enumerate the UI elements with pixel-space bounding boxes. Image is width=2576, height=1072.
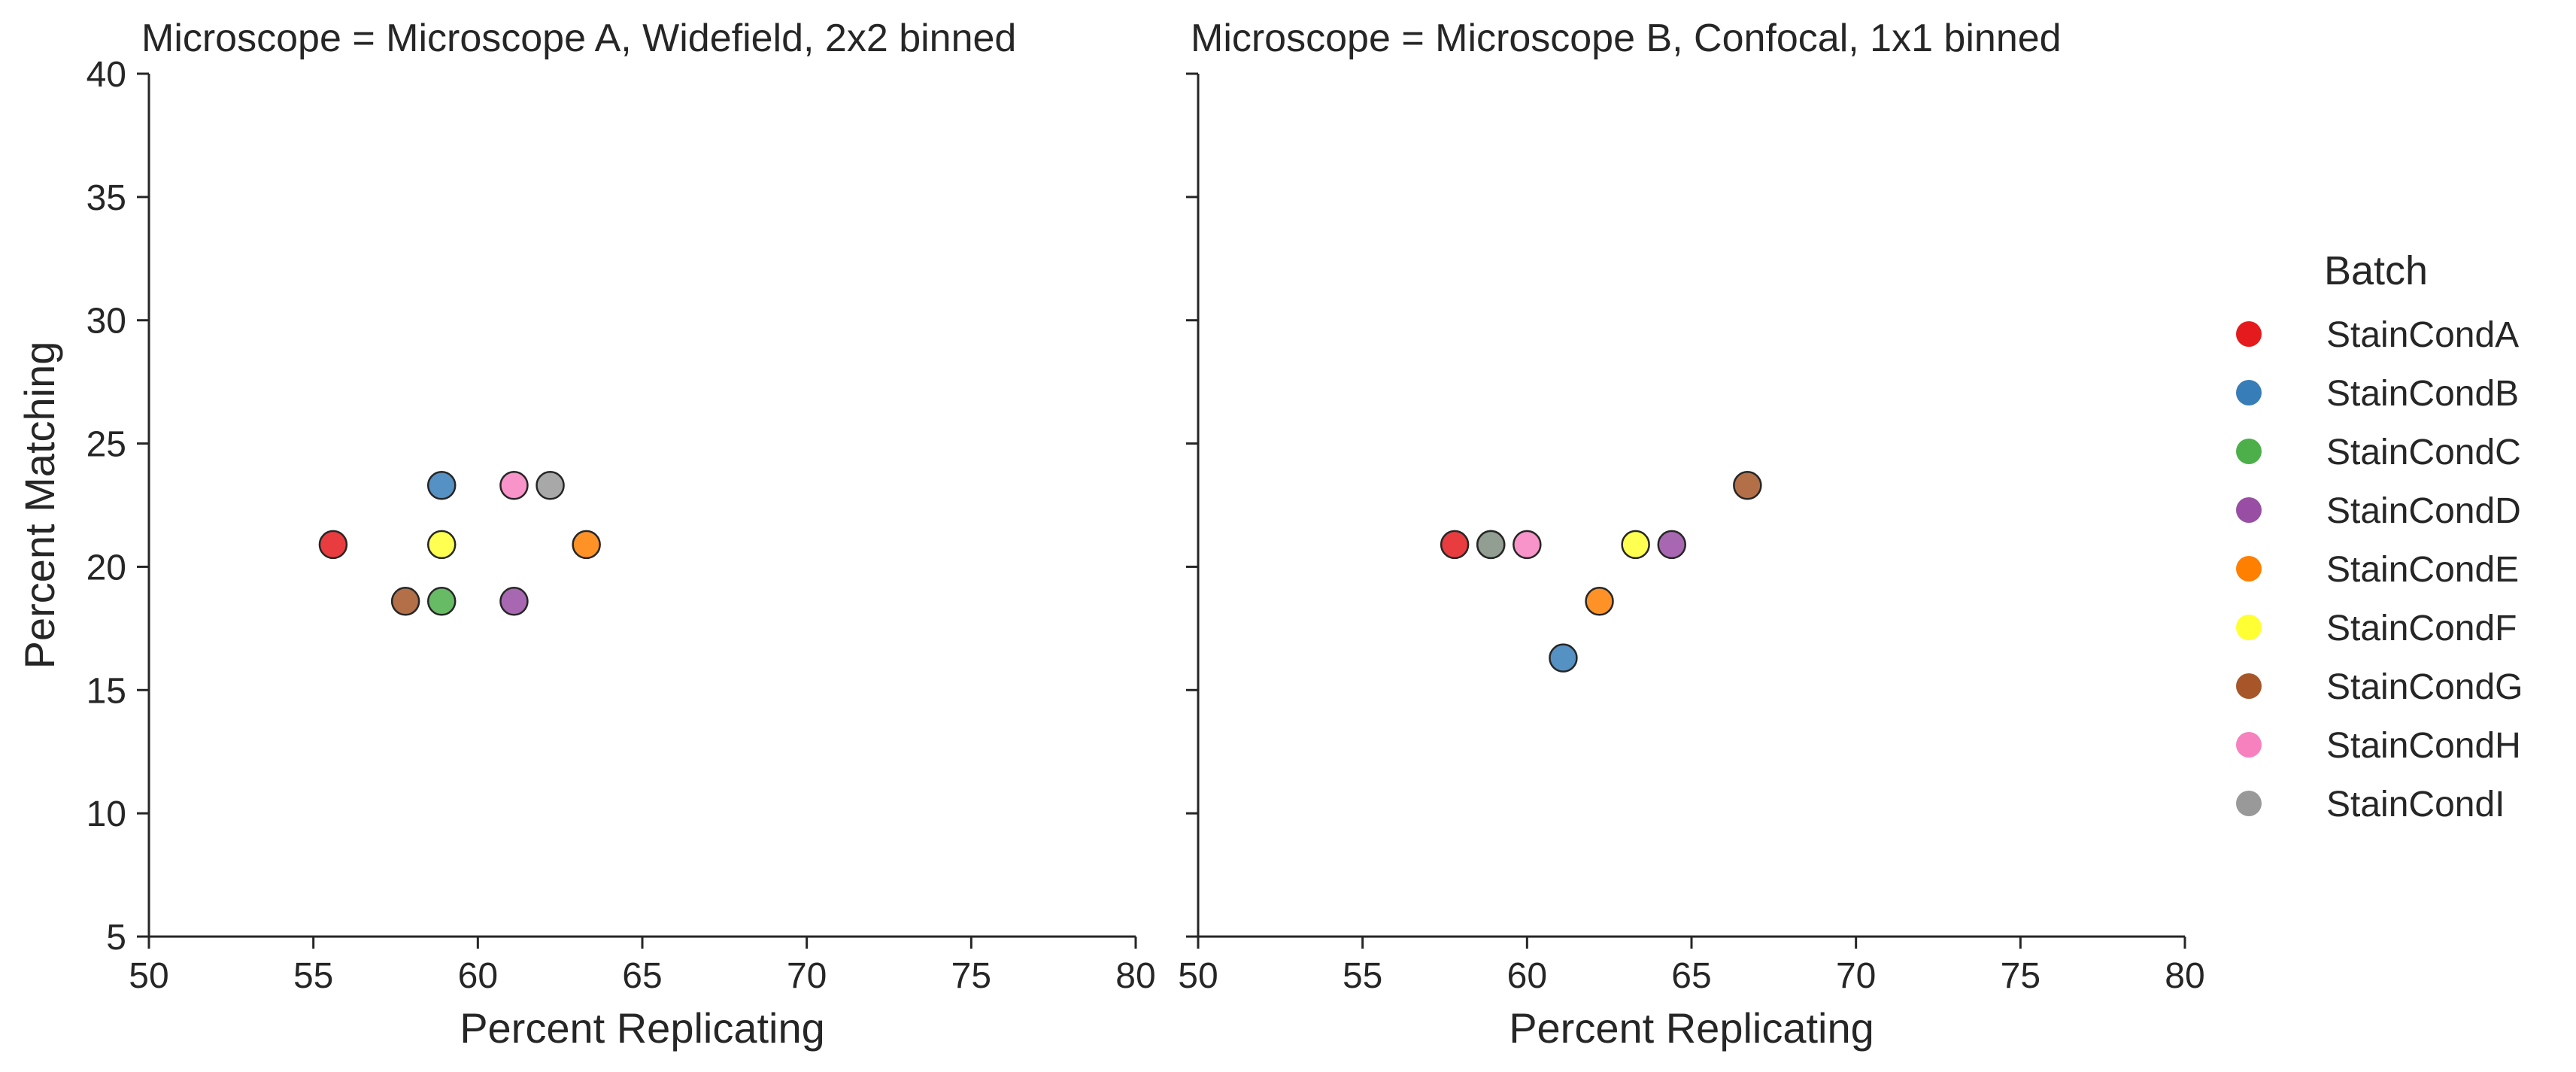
point-stainconde xyxy=(572,530,601,560)
legend-item-staincondc: StainCondC xyxy=(2236,433,2521,472)
legend-label: StainCondG xyxy=(2326,667,2523,707)
x-axis-label: Percent Replicating xyxy=(460,1004,825,1052)
x-tick-label: 60 xyxy=(1507,956,1547,996)
y-tick-label: 10 xyxy=(86,794,126,834)
legend-marker xyxy=(2236,791,2262,816)
y-axis-label: Percent Matching xyxy=(16,342,63,670)
panel-title: Microscope = Microscope A, Widefield, 2x… xyxy=(141,17,1016,60)
point-stainconde xyxy=(1585,587,1614,616)
legend-marker xyxy=(2236,321,2262,347)
point-staincondi xyxy=(536,471,565,500)
scatter-panel-1: Microscope = Microscope A, Widefield, 2x… xyxy=(16,17,1156,1052)
x-tick-label: 50 xyxy=(129,956,168,996)
panel-title: Microscope = Microscope B, Confocal, 1x1… xyxy=(1191,17,2062,60)
y-tick-label: 15 xyxy=(86,671,126,711)
point-staincondh xyxy=(499,471,529,500)
y-tick-label: 20 xyxy=(86,548,126,588)
legend-label: StainCondD xyxy=(2326,491,2521,531)
legend-title: Batch xyxy=(2324,248,2428,293)
x-axis-label: Percent Replicating xyxy=(1509,1004,1874,1052)
legend-label: StainCondC xyxy=(2326,433,2521,472)
legend-item-stainconda: StainCondA xyxy=(2236,315,2519,355)
point-staincondb xyxy=(426,471,457,500)
legend-item-staincondf: StainCondF xyxy=(2236,609,2517,648)
legend-marker xyxy=(2236,556,2262,582)
point-staincondf xyxy=(426,530,457,560)
legend-marker xyxy=(2236,673,2262,699)
legend-marker xyxy=(2236,732,2262,758)
legend-label: StainCondE xyxy=(2326,550,2519,590)
legend-label: StainCondH xyxy=(2326,726,2521,766)
x-tick-label: 55 xyxy=(293,956,333,996)
legend-label: StainCondB xyxy=(2326,374,2519,414)
legend-marker xyxy=(2236,380,2262,405)
x-tick-label: 65 xyxy=(1671,956,1711,996)
point-staincondd xyxy=(1657,530,1687,560)
x-tick-label: 75 xyxy=(2001,956,2040,996)
legend-marker xyxy=(2236,615,2262,640)
legend-label: StainCondA xyxy=(2326,315,2519,355)
y-tick-label: 30 xyxy=(86,302,126,342)
x-tick-label: 75 xyxy=(951,956,991,996)
point-staincondd xyxy=(499,587,529,616)
x-tick-label: 60 xyxy=(458,956,498,996)
y-tick-label: 40 xyxy=(86,55,126,95)
y-tick-label: 25 xyxy=(86,425,126,465)
point-staincondh xyxy=(1513,530,1542,560)
x-tick-label: 80 xyxy=(1115,956,1155,996)
x-tick-label: 70 xyxy=(787,956,827,996)
x-tick-label: 80 xyxy=(2165,956,2204,996)
legend-label: StainCondF xyxy=(2326,609,2517,648)
point-stainconda xyxy=(1440,530,1470,560)
point-staincondc xyxy=(426,587,457,616)
legend-marker xyxy=(2236,439,2262,464)
legend-item-stainconde: StainCondE xyxy=(2236,550,2519,590)
y-tick-label: 35 xyxy=(86,178,126,218)
point-stainconda xyxy=(318,530,348,560)
legend-marker xyxy=(2236,497,2262,523)
point-staincondf xyxy=(1621,530,1650,560)
point-staincondb xyxy=(1549,643,1578,673)
legend-item-staincondg: StainCondG xyxy=(2236,667,2523,707)
x-tick-label: 65 xyxy=(622,956,662,996)
legend-item-staincondi: StainCondI xyxy=(2236,785,2505,824)
y-tick-label: 5 xyxy=(106,918,126,958)
legend: Batch StainCondA StainCondB StainCondC Stain… xyxy=(2236,248,2523,824)
point-staincondi xyxy=(1476,530,1506,560)
legend-item-staincondd: StainCondD xyxy=(2236,491,2521,531)
legend-item-staincondh: StainCondH xyxy=(2236,726,2521,766)
x-tick-label: 50 xyxy=(1178,956,1218,996)
scatter-panel-2: Microscope = Microscope B, Confocal, 1x1… xyxy=(1178,17,2204,1052)
legend-label: StainCondI xyxy=(2326,785,2505,824)
legend-item-staincondb: StainCondB xyxy=(2236,374,2519,414)
point-staincondg xyxy=(1733,471,1762,500)
x-tick-label: 70 xyxy=(1836,956,1876,996)
point-staincondg xyxy=(390,587,420,616)
x-tick-label: 55 xyxy=(1343,956,1382,996)
